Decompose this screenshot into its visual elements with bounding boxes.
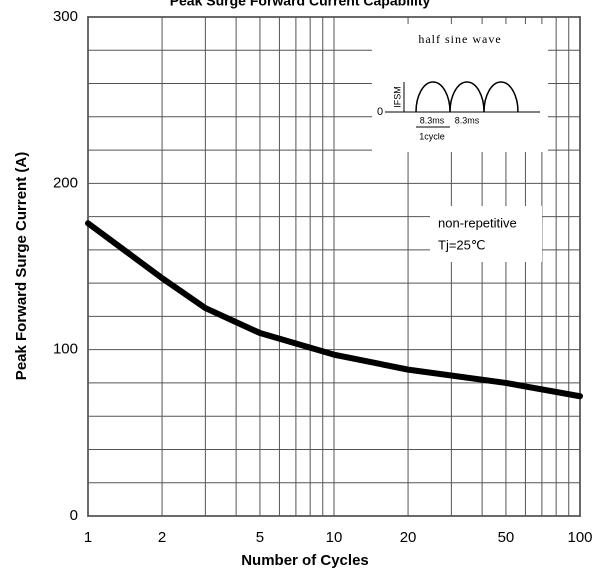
- x-tick-label: 50: [498, 529, 515, 546]
- curve: [85, 220, 583, 400]
- inset-ifsm: IFSM: [392, 86, 402, 108]
- y-tick-label: 200: [53, 174, 78, 191]
- x-tick-label: 100: [567, 529, 592, 546]
- inset-box: [372, 24, 548, 152]
- x-tick-label: 2: [158, 529, 166, 546]
- inset-zero: 0: [377, 106, 383, 118]
- x-tick-label: 1: [84, 529, 92, 546]
- inset-title: half sine wave: [418, 32, 501, 46]
- note-line: Tj=25℃: [438, 237, 485, 252]
- inset: half sine wave IFSM 0 8.3ms 8.3ms 1cycle: [372, 24, 548, 152]
- inset-t2: 8.3ms: [455, 115, 480, 125]
- y-tick-label: 0: [70, 507, 78, 524]
- y-tick-label: 100: [53, 341, 78, 358]
- y-tick-label: 300: [53, 8, 78, 25]
- note-box: [430, 206, 542, 262]
- inset-cycle: 1cycle: [419, 131, 445, 141]
- inset-t1: 8.3ms: [420, 115, 445, 125]
- y-axis-label: Peak Forward Surge Current (A): [13, 152, 30, 380]
- x-tick-label: 10: [326, 529, 343, 546]
- chart-title: Peak Surge Forward Current Capability: [170, 0, 431, 9]
- note: non-repetitive Tj=25℃: [430, 206, 542, 262]
- note-line: non-repetitive: [438, 215, 517, 230]
- x-tick-label: 20: [400, 529, 417, 546]
- inset-wave: [415, 81, 519, 113]
- x-axis-label: Number of Cycles: [241, 552, 369, 569]
- x-tick-label: 5: [256, 529, 264, 546]
